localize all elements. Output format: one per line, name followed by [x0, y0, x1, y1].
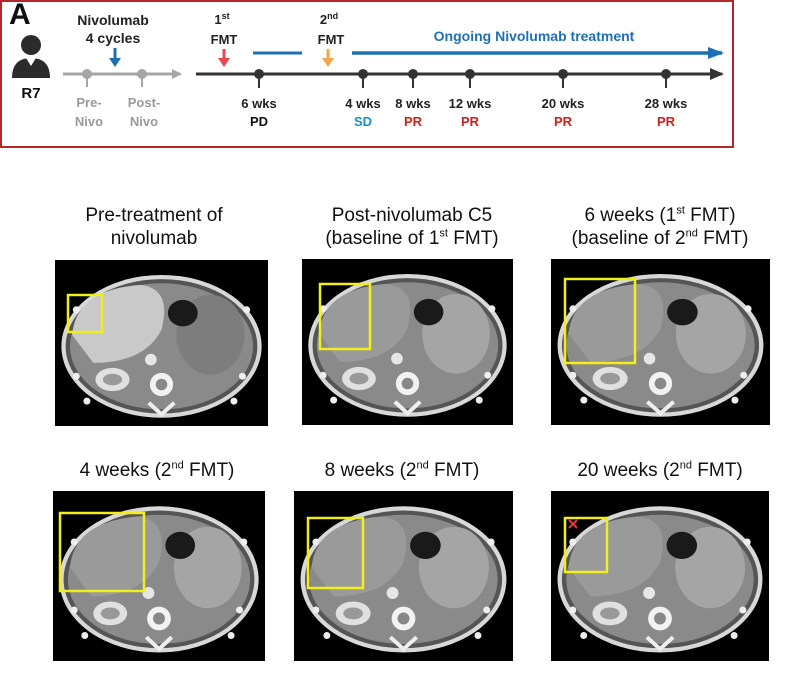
fmt1-label: 1st	[214, 11, 229, 27]
timepoint-weeks: 8 wks	[395, 96, 430, 111]
scan-caption: 6 weeks (1st FMT) (baseline of 2nd FMT)	[571, 204, 749, 249]
roi-box	[58, 511, 146, 593]
timepoint-dot	[558, 69, 568, 79]
fmt1-fmt-label: FMT	[211, 32, 238, 47]
pre-nivo-label-2: Nivo	[75, 114, 103, 129]
fmt2-fmt-label: FMT	[318, 32, 345, 47]
timepoint-response: PD	[250, 114, 268, 129]
roi-box	[563, 277, 637, 365]
timepoint-weeks: 4 wks	[345, 96, 380, 111]
fmt1-down-arrow-icon	[218, 58, 230, 67]
timepoints: 6 wks PD 4 wks SD 8 wks PR 12 wks PR 20 wks PR 28 …	[241, 69, 687, 129]
ct-scan-image	[551, 491, 769, 661]
nivolumab-label: Nivolumab	[77, 12, 149, 28]
ct-scan-image	[302, 259, 513, 425]
scan-caption: 8 weeks (2nd FMT)	[324, 459, 480, 481]
timeline-diagram: R7 Nivolumab 4 cycles Pre- Nivo Post- Ni…	[12, 11, 724, 129]
ct-scan-image	[294, 491, 513, 661]
roi-box	[306, 516, 365, 590]
scan-caption: Pre-treatment of nivolumab	[85, 205, 223, 249]
timepoint-weeks: 12 wks	[449, 96, 492, 111]
timepoint-response: SD	[354, 114, 372, 129]
ongoing-label: Ongoing Nivolumab treatment	[434, 28, 635, 44]
scan-caption: 4 weeks (2nd FMT)	[79, 459, 235, 481]
panel-label: A	[9, 0, 31, 31]
pre-nivo-dot	[82, 69, 92, 79]
timepoint-dot	[358, 69, 368, 79]
patient-id: R7	[21, 85, 40, 102]
timepoint-weeks: 20 wks	[542, 96, 585, 111]
cycles-label: 4 cycles	[86, 30, 141, 46]
timepoint-response: PR	[554, 114, 573, 129]
post-nivo-label-1: Post-	[128, 95, 161, 110]
timepoint-weeks: 6 wks	[241, 96, 276, 111]
ct-scan-image	[53, 491, 265, 661]
timepoint-response: PR	[404, 114, 423, 129]
timepoint-dot	[408, 69, 418, 79]
timepoint-response: PR	[657, 114, 676, 129]
red-marker-icon	[568, 519, 578, 529]
scan-caption: 20 weeks (2nd FMT)	[577, 459, 743, 481]
fmt2-down-arrow-icon	[322, 58, 334, 67]
timepoint-weeks: 28 wks	[645, 96, 688, 111]
ct-scan-image	[55, 260, 268, 426]
timepoint-dot	[661, 69, 671, 79]
roi-box	[563, 516, 609, 574]
roi-box	[66, 293, 104, 334]
treatment-timeline: R7 Nivolumab 4 cycles Pre- Nivo Post- Ni…	[0, 0, 734, 148]
pre-nivo-label-1: Pre-	[76, 95, 101, 110]
roi-box	[318, 282, 372, 351]
patient-icon	[12, 35, 50, 78]
nivolumab-down-arrow-icon	[109, 58, 121, 67]
timepoint-dot	[254, 69, 264, 79]
fmt2-label: 2nd	[320, 11, 338, 27]
post-nivo-label-2: Nivo	[130, 114, 158, 129]
timepoint-dot	[465, 69, 475, 79]
post-nivo-dot	[137, 69, 147, 79]
timepoint-response: PR	[461, 114, 480, 129]
scan-caption: Post-nivolumab C5 (baseline of 1st FMT)	[325, 205, 499, 249]
ct-scan-image	[551, 259, 770, 425]
